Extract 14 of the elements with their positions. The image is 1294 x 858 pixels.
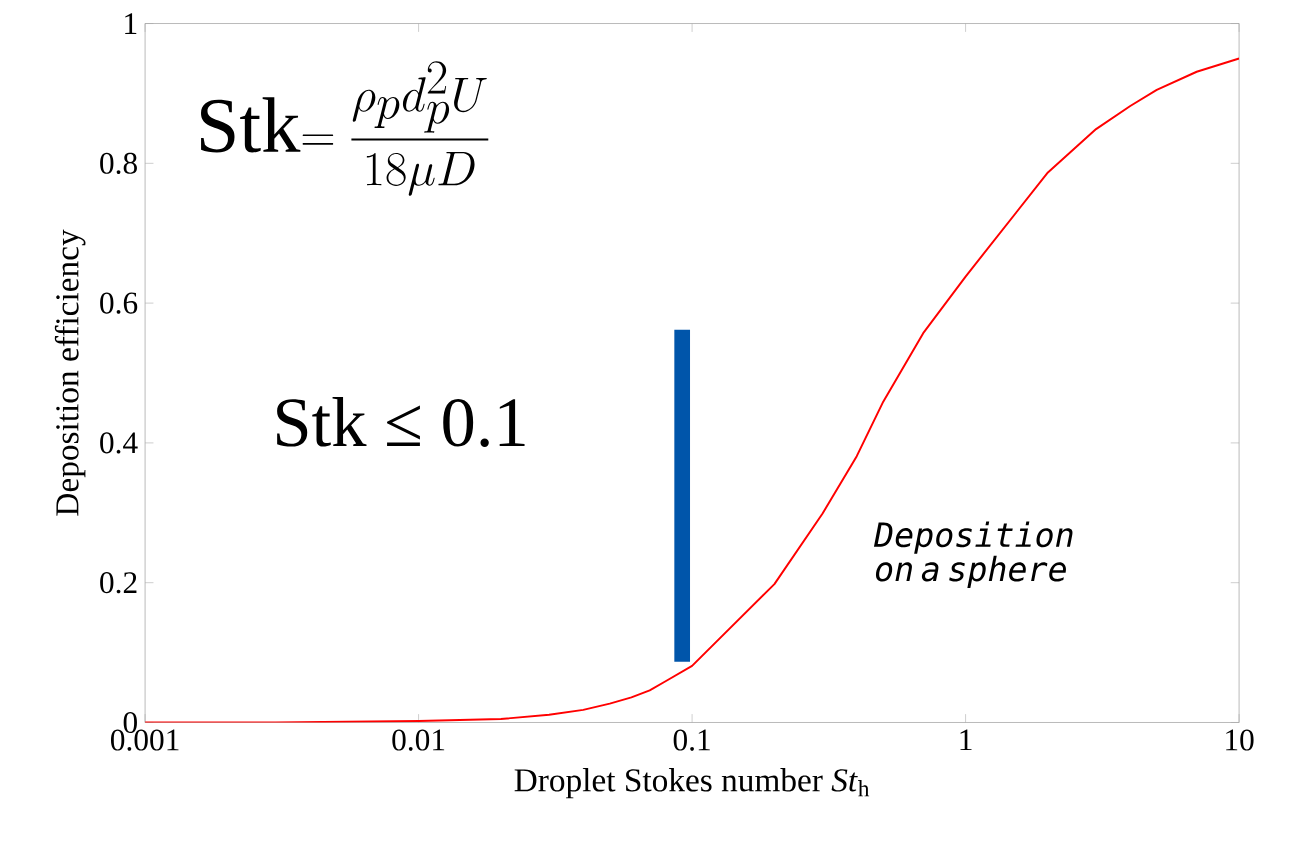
x-tick-label: 1: [960, 729, 972, 751]
x-tick-label: 0.1: [673, 729, 710, 751]
y-tick-label: 0.6: [100, 292, 138, 314]
y-axis-title: Deposition efficiency: [54, 229, 86, 516]
annotation: $\mathrm{Stk}{=}\;\dfrac{\rho_p d_p^{2} U}{18\mu D}$: [201, 61, 489, 196]
x-axis-title: Droplet Stokes number St$_{h}$: [514, 768, 870, 799]
y-tick-label: 0.4: [100, 432, 138, 454]
y-tick-label: 1: [125, 13, 137, 34]
x-tick-label: 10: [1226, 729, 1254, 751]
x-tick-label: 0.01: [392, 729, 445, 751]
y-tick-label: 0.8: [100, 152, 137, 175]
annotation: Deposition on a sphere: [873, 521, 1073, 589]
annotation: Stk ≤ 0.1: [277, 397, 525, 448]
y-tick-label: 0.2: [100, 572, 137, 594]
